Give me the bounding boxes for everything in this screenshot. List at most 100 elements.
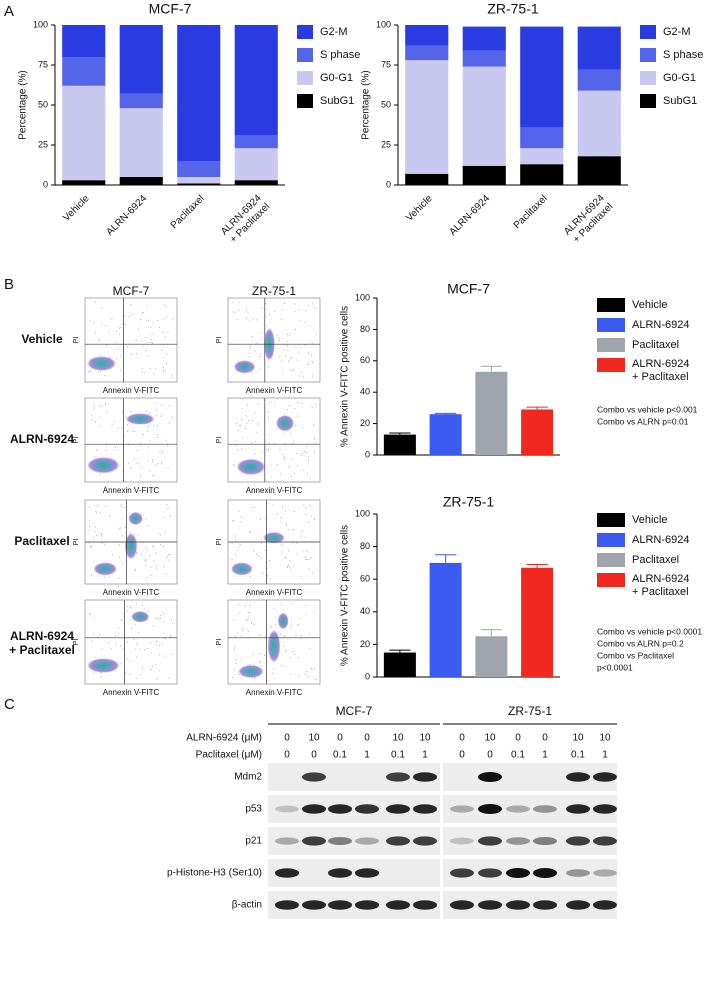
flow-x-label: Annexin V-FITC [103, 486, 160, 495]
flow-event [295, 634, 297, 636]
flow-event [289, 334, 291, 336]
flow-event [314, 437, 316, 439]
blot-band [355, 900, 379, 910]
flow-cluster [124, 532, 138, 560]
flow-event [249, 347, 251, 349]
flow-event [147, 525, 149, 527]
flow-event [119, 369, 121, 371]
flow-event [148, 447, 150, 449]
y-tick-label: 25 [38, 139, 48, 149]
flow-event [296, 415, 298, 417]
flow-event [302, 530, 304, 532]
flow-event [301, 455, 303, 457]
x-tick-label: ALRN-6924 [448, 193, 493, 238]
flow-event [155, 644, 157, 646]
blot-band [275, 805, 299, 813]
flow-event [279, 448, 281, 450]
treatment-value: 0 [284, 750, 290, 761]
flow-event [235, 423, 237, 425]
flow-event [106, 410, 108, 412]
flow-event [289, 332, 291, 334]
flow-event [133, 458, 135, 460]
flow-event [238, 510, 240, 512]
flow-event [88, 542, 90, 544]
legend-swatch [297, 25, 313, 39]
flow-event [299, 453, 301, 455]
blot-band [302, 900, 326, 910]
flow-event [277, 463, 279, 465]
flow-x-label: Annexin V-FITC [103, 688, 160, 697]
flow-event [126, 611, 128, 613]
flow-event [131, 430, 133, 432]
blot-band [566, 900, 590, 910]
treatment-value: 0 [542, 733, 548, 744]
treatment-label: ALRN-6924 (μM) [186, 733, 262, 744]
flow-event [156, 678, 158, 680]
flow-event [289, 566, 291, 568]
flow-event [136, 449, 138, 451]
flow-event [283, 349, 285, 351]
flow-event [96, 449, 98, 451]
flow-event [244, 605, 246, 607]
flow-event [239, 612, 241, 614]
annotation: Combo vs vehicle p<0.0001 [597, 626, 702, 636]
flow-event [281, 603, 283, 605]
bar-segment [62, 85, 106, 181]
flow-event [299, 617, 301, 619]
flow-event [158, 670, 160, 672]
flow-event [268, 403, 270, 405]
flow-event [300, 535, 302, 537]
flow-event [288, 404, 290, 406]
flow-event [141, 340, 143, 342]
y-tick-label: 20 [360, 418, 370, 428]
flow-event [313, 667, 315, 669]
flow-event [162, 319, 164, 321]
flow-event [161, 450, 163, 452]
flow-event [280, 473, 282, 475]
flow-event [122, 561, 124, 563]
flow-event [271, 626, 273, 628]
flow-event [302, 550, 304, 552]
flow-x-label: Annexin V-FITC [103, 588, 160, 597]
blot-band [593, 804, 617, 814]
flow-cluster [233, 360, 256, 374]
flow-event [108, 332, 110, 334]
flow-event [118, 632, 120, 634]
flow-event [231, 301, 233, 303]
flow-event [281, 544, 283, 546]
blot-band [478, 772, 502, 782]
flow-event [304, 322, 306, 324]
bar-segment [405, 25, 449, 46]
annotation: Combo vs Paclitaxel [597, 650, 674, 660]
flow-event [133, 638, 135, 640]
bar [475, 636, 508, 677]
flow-event [301, 403, 303, 405]
flow-event [288, 467, 290, 469]
blot-band [593, 900, 617, 910]
y-tick-label: 20 [360, 639, 370, 649]
flow-event [250, 345, 252, 347]
flow-event [119, 556, 121, 558]
flow-event [240, 424, 242, 426]
flow-event [296, 624, 298, 626]
legend-label: Vehicle [632, 299, 667, 311]
flow-event [122, 506, 124, 508]
flow-event [313, 678, 315, 680]
legend-swatch [640, 48, 656, 62]
treatment-value: 0 [459, 733, 465, 744]
flow-event [294, 408, 296, 410]
flow-event [134, 430, 136, 432]
treatment-label: Paclitaxel (μM) [196, 750, 262, 761]
flow-cluster [238, 664, 264, 679]
flow-event [297, 465, 299, 467]
flow-event [297, 402, 299, 404]
flow-event [241, 448, 243, 450]
chart-title: MCF-7 [447, 281, 490, 297]
flow-event [95, 526, 97, 528]
flow-event [128, 315, 130, 317]
flow-event [268, 411, 270, 413]
flow-event [127, 424, 129, 426]
flow-event [233, 668, 235, 670]
flow-event [111, 553, 113, 555]
